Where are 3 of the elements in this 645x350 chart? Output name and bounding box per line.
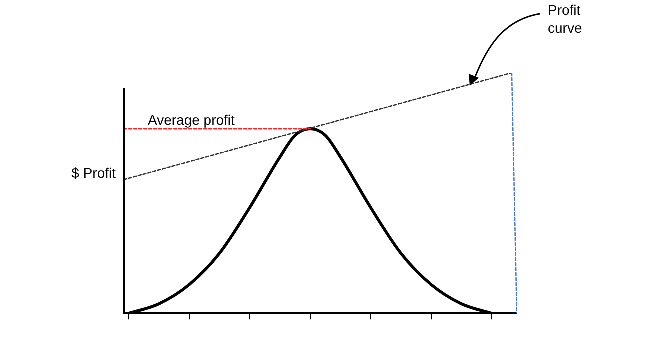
y-axis-title: $ Profit xyxy=(72,164,116,181)
text: Profit curve xyxy=(548,2,582,36)
series-label: Average profit xyxy=(148,112,236,128)
